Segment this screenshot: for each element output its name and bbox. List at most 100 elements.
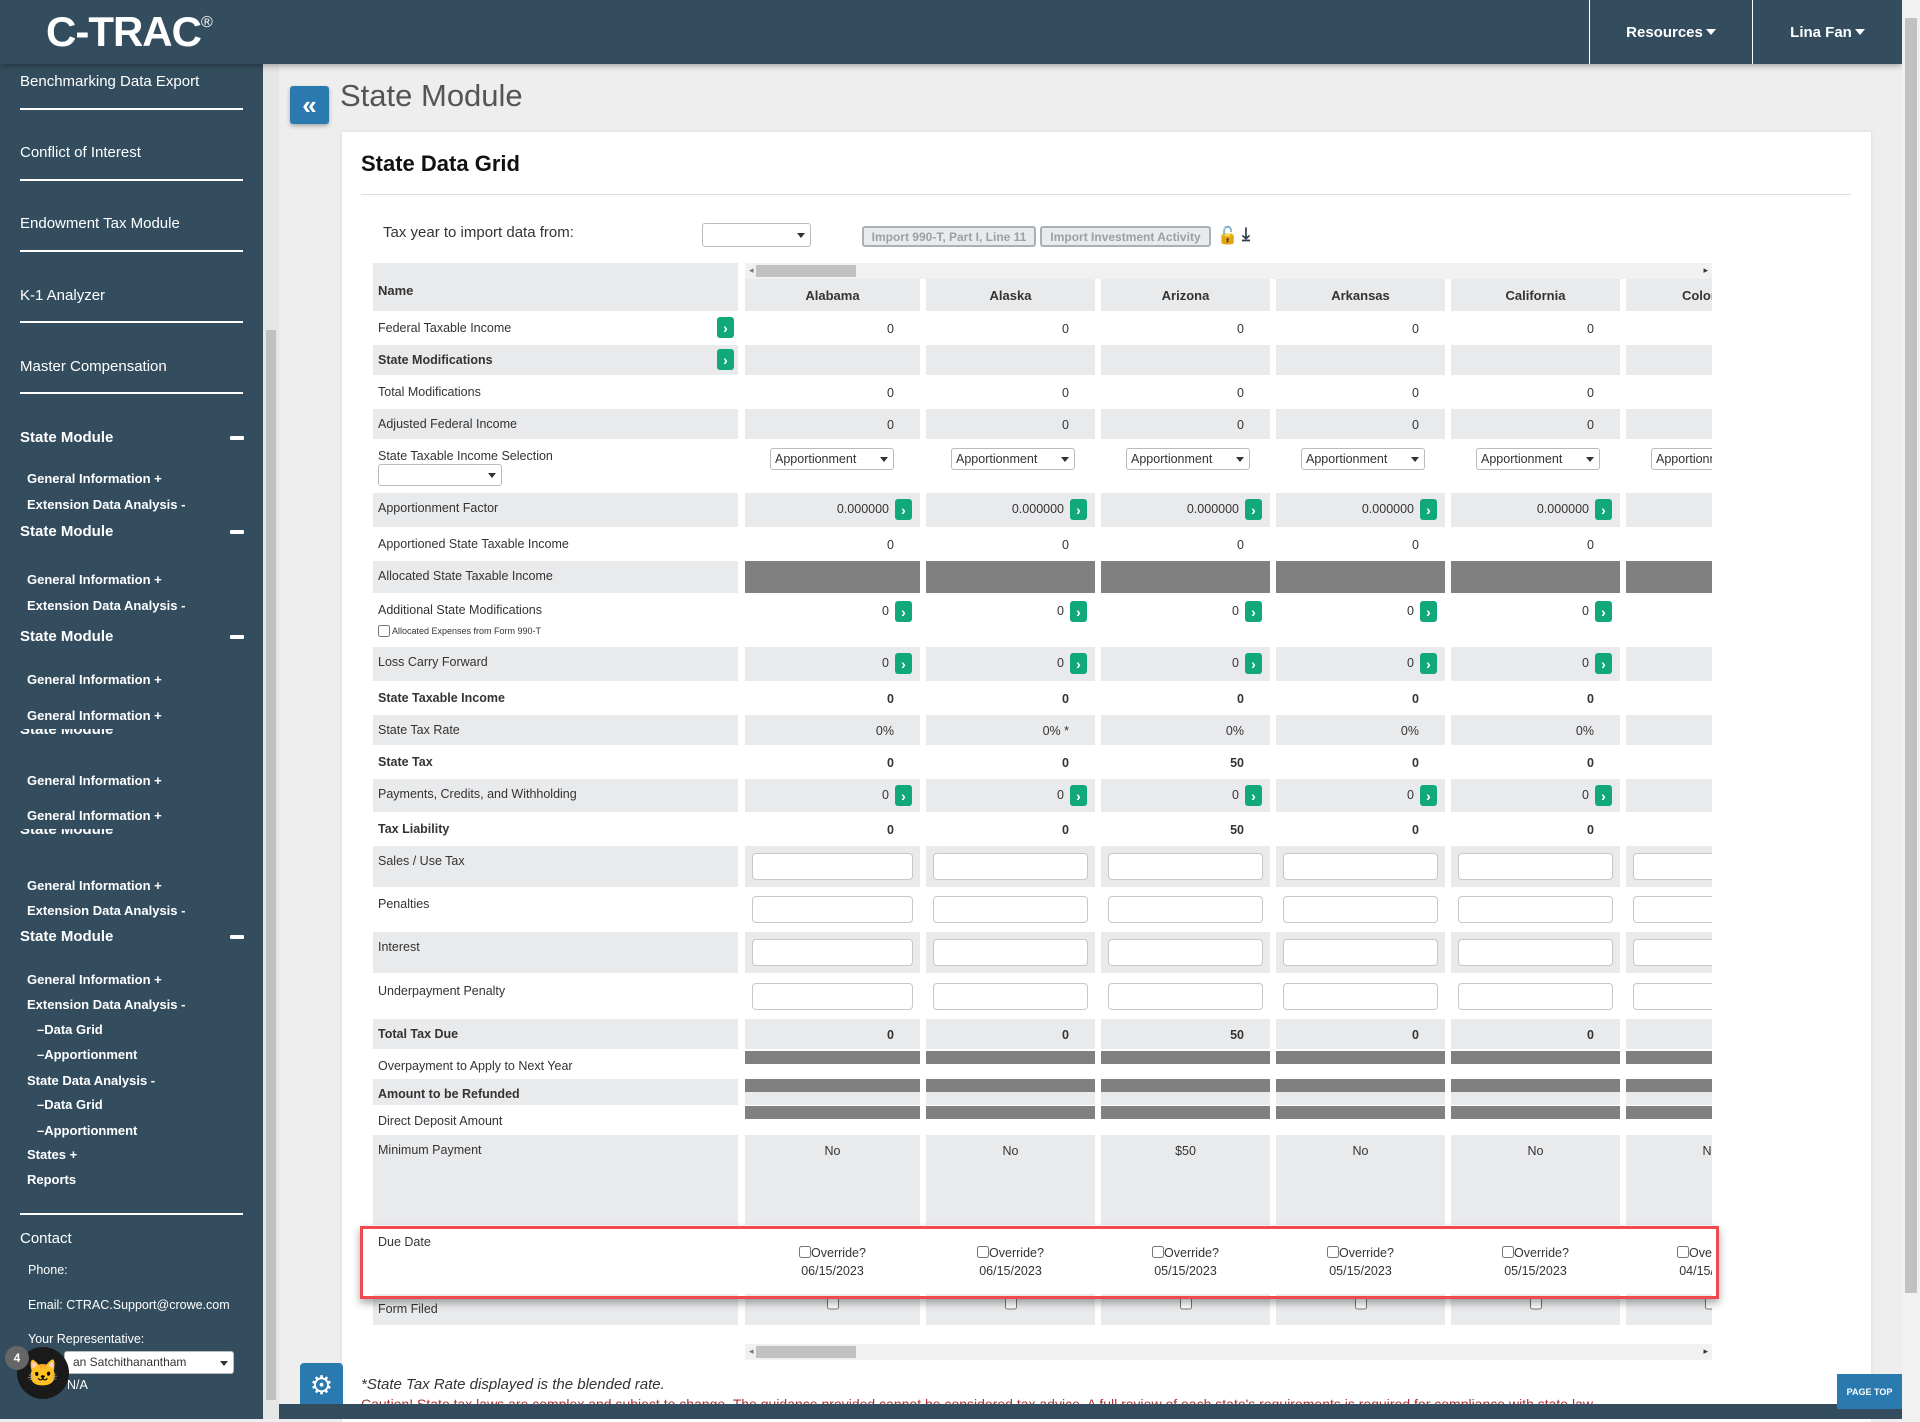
override-checkbox[interactable]: Override? bbox=[1626, 1244, 1712, 1262]
taxable-income-method-select[interactable]: Apportionment bbox=[1476, 448, 1600, 470]
amount-input[interactable] bbox=[1283, 853, 1438, 880]
detail-arrow-button[interactable]: › bbox=[1420, 499, 1437, 520]
checkbox[interactable] bbox=[1327, 1246, 1340, 1258]
checkbox[interactable] bbox=[799, 1246, 812, 1258]
sidebar-item[interactable]: Reports bbox=[27, 1172, 77, 1187]
sidebar-item[interactable]: General Information + bbox=[27, 808, 162, 823]
detail-arrow-button[interactable]: › bbox=[1595, 601, 1612, 622]
detail-arrow-button[interactable]: › bbox=[1595, 785, 1612, 806]
sidebar-item[interactable]: State Module bbox=[20, 729, 114, 738]
sidebar-item[interactable]: Extension Data Analysis - bbox=[27, 997, 186, 1012]
amount-input[interactable] bbox=[933, 896, 1088, 923]
override-checkbox[interactable]: Override? bbox=[1276, 1244, 1445, 1262]
checkbox[interactable] bbox=[1677, 1246, 1690, 1258]
import-990t-button[interactable]: Import 990-T, Part I, Line 11 bbox=[862, 226, 1036, 247]
checkbox[interactable] bbox=[1152, 1246, 1165, 1258]
form-filed-checkbox[interactable] bbox=[826, 1297, 839, 1310]
amount-input[interactable] bbox=[1458, 853, 1613, 880]
override-checkbox[interactable]: Override? bbox=[1101, 1244, 1270, 1262]
settings-gear-button[interactable]: ⚙ bbox=[300, 1363, 343, 1408]
allocated-expenses-checkbox[interactable]: Allocated Expenses from Form 990-T bbox=[378, 625, 541, 637]
sidebar-item[interactable]: General Information + bbox=[27, 672, 162, 687]
scrollbar-thumb[interactable] bbox=[756, 265, 856, 277]
state-column-header[interactable]: Alaska bbox=[926, 279, 1095, 311]
sidebar-item[interactable]: –Apportionment bbox=[37, 1047, 138, 1062]
amount-input[interactable] bbox=[1108, 896, 1263, 923]
detail-arrow-button[interactable]: › bbox=[1070, 653, 1087, 674]
checkbox[interactable] bbox=[1502, 1246, 1515, 1258]
state-column-header[interactable]: Arizona bbox=[1101, 279, 1270, 311]
grid-horizontal-scrollbar[interactable]: ◂ ▸ bbox=[745, 1344, 1712, 1360]
amount-input[interactable] bbox=[1458, 939, 1613, 966]
override-checkbox[interactable]: Override? bbox=[745, 1244, 920, 1262]
taxable-income-method-select[interactable]: Apportionment bbox=[1126, 448, 1250, 470]
sidebar-item[interactable]: General Information + bbox=[27, 471, 162, 486]
amount-input[interactable] bbox=[752, 853, 913, 880]
download-icon[interactable]: ⤓ bbox=[1242, 224, 1250, 244]
sidebar-item[interactable]: Extension Data Analysis - bbox=[27, 497, 186, 512]
sidebar-scrollbar-thumb[interactable] bbox=[266, 330, 276, 1400]
sidebar-item[interactable]: State Data Analysis - bbox=[27, 1073, 156, 1088]
sidebar-item[interactable]: State Module bbox=[20, 628, 114, 645]
sidebar-item[interactable]: Benchmarking Data Export bbox=[20, 73, 200, 90]
sidebar-item[interactable]: General Information + bbox=[27, 572, 162, 587]
detail-arrow-button[interactable]: › bbox=[1420, 785, 1437, 806]
state-taxable-income-select[interactable] bbox=[378, 464, 502, 486]
detail-arrow-button[interactable]: › bbox=[895, 653, 912, 674]
amount-input[interactable] bbox=[933, 939, 1088, 966]
form-filed-checkbox[interactable] bbox=[1529, 1297, 1542, 1310]
override-checkbox[interactable]: Override? bbox=[1451, 1244, 1620, 1262]
unlock-icon[interactable]: 🔓 bbox=[1217, 226, 1239, 245]
detail-arrow-button[interactable]: › bbox=[1595, 499, 1612, 520]
detail-arrow-button[interactable]: › bbox=[1070, 499, 1087, 520]
detail-arrow-button[interactable]: › bbox=[895, 499, 912, 520]
amount-input[interactable] bbox=[1108, 939, 1263, 966]
sidebar-item[interactable]: State Module bbox=[20, 928, 114, 945]
resources-menu[interactable]: Resources bbox=[1590, 0, 1752, 64]
state-column-header[interactable]: Alabama bbox=[745, 279, 920, 311]
amount-input[interactable] bbox=[1108, 983, 1263, 1010]
amount-input[interactable] bbox=[752, 896, 913, 923]
amount-input[interactable] bbox=[1283, 896, 1438, 923]
sidebar-item[interactable]: State Module bbox=[20, 829, 114, 838]
checkbox[interactable] bbox=[977, 1246, 990, 1258]
taxable-income-method-select[interactable]: Apportionment bbox=[1651, 448, 1712, 470]
detail-arrow-button[interactable]: › bbox=[895, 785, 912, 806]
detail-arrow-button[interactable]: › bbox=[1245, 785, 1262, 806]
import-investment-button[interactable]: Import Investment Activity bbox=[1040, 226, 1211, 247]
user-menu[interactable]: Lina Fan bbox=[1753, 0, 1902, 64]
amount-input[interactable] bbox=[752, 983, 913, 1010]
grid-top-scrollbar[interactable]: ◂ ▸ bbox=[745, 263, 1712, 279]
amount-input[interactable] bbox=[1283, 939, 1438, 966]
sidebar-item[interactable]: Conflict of Interest bbox=[20, 144, 141, 161]
collapse-minus-icon[interactable] bbox=[230, 436, 244, 440]
sidebar-item[interactable]: Extension Data Analysis - bbox=[27, 598, 186, 613]
override-checkbox[interactable]: Override? bbox=[926, 1244, 1095, 1262]
amount-input[interactable] bbox=[1108, 853, 1263, 880]
sidebar-item[interactable]: States + bbox=[27, 1147, 78, 1162]
amount-input[interactable] bbox=[1283, 983, 1438, 1010]
form-filed-checkbox[interactable] bbox=[1704, 1297, 1712, 1310]
sidebar-item[interactable]: State Module bbox=[20, 523, 114, 540]
collapse-minus-icon[interactable] bbox=[230, 635, 244, 639]
detail-arrow-button[interactable]: › bbox=[1070, 785, 1087, 806]
representative-select[interactable]: an Satchithanantham bbox=[64, 1351, 234, 1374]
sidebar-item[interactable]: K-1 Analyzer bbox=[20, 287, 106, 304]
sidebar-item[interactable]: General Information + bbox=[27, 878, 162, 893]
detail-arrow-button[interactable]: › bbox=[1420, 653, 1437, 674]
expand-arrow-button[interactable]: › bbox=[717, 317, 734, 338]
taxable-income-method-select[interactable]: Apportionment bbox=[1301, 448, 1425, 470]
sidebar-item[interactable]: –Data Grid bbox=[37, 1022, 103, 1037]
c-trac-logo[interactable]: C-TRAC® bbox=[46, 8, 213, 55]
amount-input[interactable] bbox=[1633, 939, 1712, 966]
sidebar-item[interactable]: –Data Grid bbox=[37, 1097, 103, 1112]
amount-input[interactable] bbox=[933, 853, 1088, 880]
amount-input[interactable] bbox=[1458, 983, 1613, 1010]
sidebar-item[interactable]: Extension Data Analysis - bbox=[27, 903, 186, 918]
sidebar-item[interactable]: General Information + bbox=[27, 773, 162, 788]
tax-year-select[interactable] bbox=[702, 223, 811, 247]
amount-input[interactable] bbox=[1633, 896, 1712, 923]
scroll-right-icon[interactable]: ▸ bbox=[1703, 265, 1708, 275]
sidebar-item[interactable]: Endowment Tax Module bbox=[20, 215, 180, 232]
detail-arrow-button[interactable]: › bbox=[1070, 601, 1087, 622]
